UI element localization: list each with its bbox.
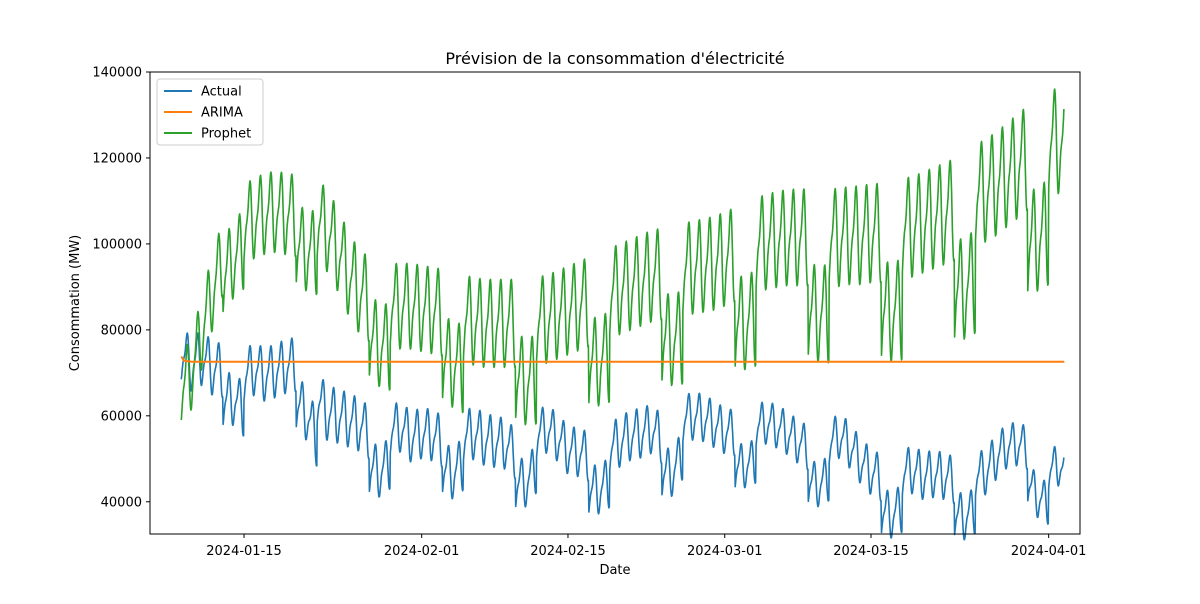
x-axis-label: Date	[599, 563, 630, 578]
y-tick-label: 80000	[101, 323, 142, 338]
legend-label-arima: ARIMA	[201, 106, 243, 121]
x-tick-label: 2024-03-15	[833, 544, 909, 559]
legend-box	[156, 78, 264, 146]
series-line-actual	[180, 332, 1065, 541]
x-tick-label: 2024-02-01	[384, 544, 460, 559]
legend: Actual ARIMA Prophet	[156, 78, 264, 146]
x-axis: 2024-01-15 2024-02-01 2024-02-15 2024-03-01…	[206, 534, 1086, 559]
y-tick-label: 60000	[101, 409, 142, 424]
y-axis-label: Consommation (MW)	[68, 235, 83, 372]
x-tick-label: 2024-03-01	[687, 544, 763, 559]
series-layer	[180, 88, 1065, 541]
x-tick-label: 2024-02-15	[530, 544, 606, 559]
series-line-arima	[180, 355, 1065, 363]
y-axis: 40000 60000 80000 100000 120000 140000	[92, 66, 150, 510]
y-tick-label: 140000	[92, 66, 142, 81]
x-tick-label: 2024-04-01	[1011, 544, 1087, 559]
y-tick-label: 40000	[101, 495, 142, 510]
x-tick-label: 2024-01-15	[206, 544, 282, 559]
legend-label-actual: Actual	[201, 85, 242, 100]
chart-title: Prévision de la consommation d'électrici…	[445, 49, 784, 68]
y-tick-label: 100000	[92, 237, 142, 252]
y-tick-label: 120000	[92, 151, 142, 166]
series-line-prophet	[180, 88, 1065, 426]
legend-label-prophet: Prophet	[201, 127, 251, 142]
plot-frame	[149, 71, 1081, 535]
